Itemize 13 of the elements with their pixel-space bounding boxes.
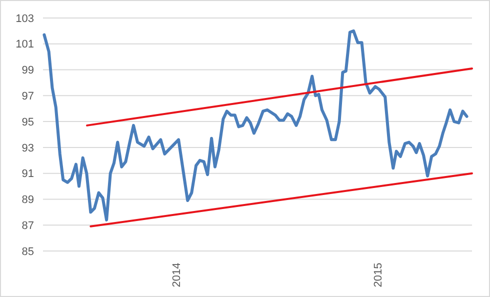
y-tick-label: 95	[22, 116, 34, 128]
x-tick-label: 2014	[171, 262, 184, 288]
y-tick-label: 93	[22, 142, 34, 154]
line-series	[42, 29, 468, 222]
y-tick-label: 89	[22, 194, 34, 206]
y-tick-label: 91	[22, 168, 34, 180]
y-tick-label: 103	[16, 12, 34, 25]
y-tick-label: 101	[16, 38, 34, 51]
x-tick-label: 2015	[372, 262, 384, 288]
y-tick-label: 99	[22, 64, 34, 77]
y-tick-label: 85	[22, 246, 34, 258]
y-tick-label: 87	[22, 220, 34, 232]
y-tick-label: 97	[22, 90, 34, 103]
